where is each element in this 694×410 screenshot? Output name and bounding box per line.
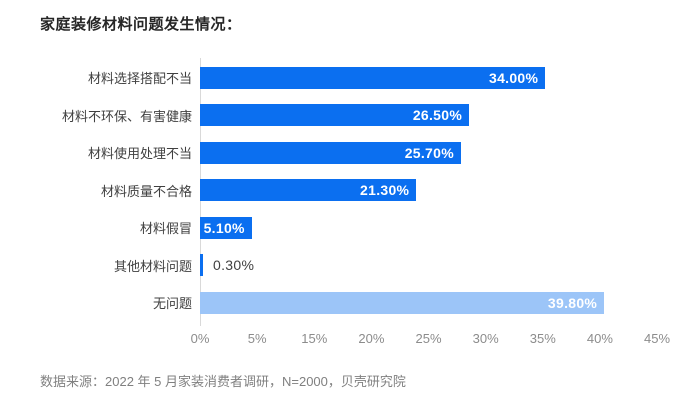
chart-row: 材料假冒 5.10% (40, 209, 657, 247)
category-label: 材料假冒 (139, 221, 192, 237)
bar: 26.50% (200, 104, 470, 127)
category-label: 无问题 (152, 296, 192, 312)
category-label: 其他材料问题 (113, 258, 192, 274)
data-source-note: 数据来源：2022 年 5 月家装消费者调研，N=2000，贝壳研究院 (40, 374, 406, 389)
bar-track: 34.00% (200, 66, 657, 89)
category-label: 材料选择搭配不当 (87, 71, 192, 87)
bar-value-label: 34.00% (488, 69, 539, 86)
chart-row: 材料质量不合格 21.30% (40, 172, 657, 210)
bar-track: 25.70% (200, 141, 657, 164)
x-tick-label: 25% (415, 331, 442, 346)
bar-value-label: 26.50% (412, 107, 463, 124)
bar-value-label: 5.10% (203, 219, 245, 236)
x-tick-label: 40% (586, 331, 613, 346)
bar: 21.30% (200, 179, 417, 202)
x-tick-label: 20% (358, 331, 385, 346)
x-tick-label: 45% (643, 331, 671, 346)
bar-chart: 材料选择搭配不当 34.00% 材料不环保、有害健康 26.50% 材料使用处理不当 25… (40, 59, 657, 322)
chart-row: 材料使用处理不当 25.70% (40, 134, 657, 172)
category-label: 材料使用处理不当 (87, 146, 192, 162)
chart-row: 无问题 39.80% (40, 284, 657, 322)
chart-row: 材料不环保、有害健康 26.50% (40, 97, 657, 135)
x-tick-label: 15% (301, 331, 328, 346)
bar-value-label: 0.30% (213, 257, 255, 274)
bar: 25.70% (200, 141, 461, 164)
x-tick-label: 0% (190, 331, 210, 346)
category-label: 材料质量不合格 (100, 183, 192, 199)
bar (200, 254, 204, 277)
bar: 5.10% (200, 216, 252, 239)
x-tick-label: 35% (529, 331, 556, 346)
chart-title: 家庭装修材料问题发生情况： (40, 16, 242, 33)
bar-track: 39.80% (200, 291, 657, 314)
bar: 39.80% (200, 291, 605, 314)
bar-track: 0.30% (200, 254, 657, 277)
x-tick-label: 30% (472, 331, 499, 346)
bar-value-label: 21.30% (360, 182, 410, 199)
bar-track: 5.10% (200, 216, 657, 239)
bar: 34.00% (200, 66, 546, 89)
x-tick-label: 5% (247, 331, 267, 346)
bar-track: 26.50% (200, 104, 657, 127)
x-axis: 0% 5% 15% 20% 25% 30% 35% 40% 45% (191, 331, 670, 349)
bar-track: 21.30% (200, 179, 657, 202)
bar-value-label: 39.80% (547, 294, 598, 311)
chart-row: 材料选择搭配不当 34.00% (40, 59, 657, 97)
bar-value-label: 25.70% (404, 144, 454, 161)
chart-row: 其他材料问题 0.30% (40, 247, 657, 285)
category-label: 材料不环保、有害健康 (61, 108, 192, 124)
